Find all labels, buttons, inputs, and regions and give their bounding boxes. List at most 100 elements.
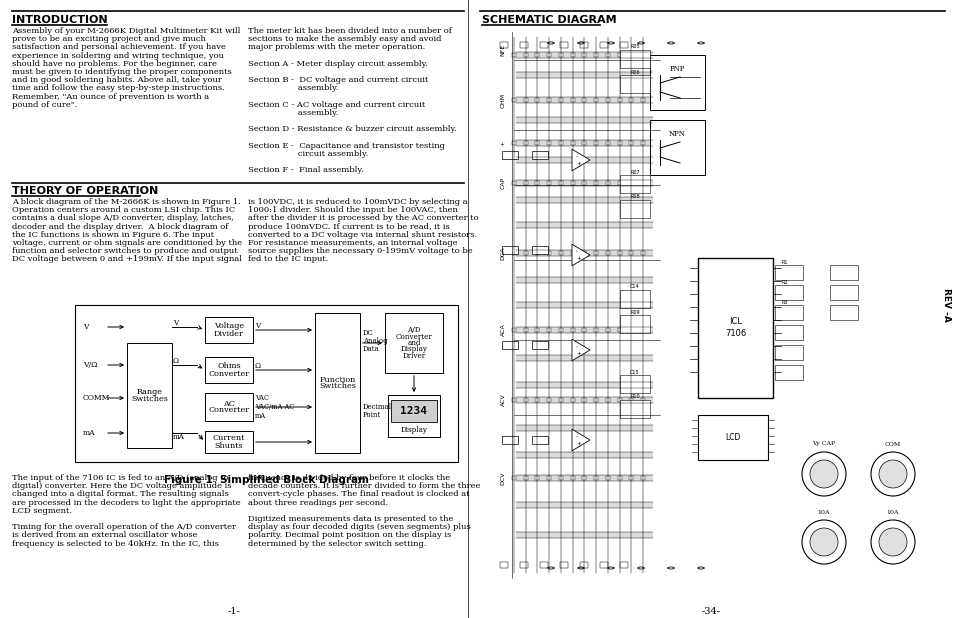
Text: COM: COM [884,441,901,446]
Bar [774,285,802,300]
Text: Digitized measurements data is presented to the: Digitized measurements data is presented… [248,515,453,523]
Bar [535,328,539,332]
Text: mA: mA [172,433,185,441]
Bar [640,476,644,480]
Bar [619,562,627,568]
Bar [499,562,507,568]
Bar [516,397,652,403]
Text: should have no problems. For the beginner, care: should have no problems. For the beginne… [12,60,216,68]
Text: after the divider it is processed by the AC converter to: after the divider it is processed by the… [248,214,478,222]
Bar [512,328,516,332]
Bar [385,313,442,373]
Text: Current: Current [213,434,245,442]
Text: +: + [576,441,580,446]
Text: Timing for the overall operation of the A/D converter: Timing for the overall operation of the … [12,523,235,531]
Bar [619,75,649,93]
Bar [579,42,587,48]
Bar [512,251,516,255]
Text: LCD: LCD [724,433,740,442]
Text: Remember, "An ounce of prevention is worth a: Remember, "An ounce of prevention is wor… [12,93,209,101]
Bar [75,305,457,462]
Text: Converter: Converter [208,370,250,378]
Bar [205,431,253,453]
Bar [605,398,609,402]
Bar [774,365,802,380]
Bar [205,393,253,421]
Bar [594,476,598,480]
Bar [532,436,547,444]
Bar [516,382,652,388]
Text: THEORY OF OPERATION: THEORY OF OPERATION [12,186,158,196]
Bar [547,251,551,255]
Bar [698,415,767,460]
Text: pound of cure".: pound of cure". [12,101,77,109]
Text: Assembly of your M-2666K Digital Multimeter Kit will: Assembly of your M-2666K Digital Multime… [12,27,240,35]
Text: R09: R09 [630,310,639,315]
Bar [547,328,551,332]
Text: Section F -  Final assembly.: Section F - Final assembly. [248,166,363,174]
Text: Function: Function [319,376,355,384]
Bar [539,42,547,48]
Text: Operation centers around a custom LSI chip. This IC: Operation centers around a custom LSI ch… [12,206,235,214]
Bar [594,398,598,402]
Text: assembly.: assembly. [248,109,338,117]
Bar [619,315,649,333]
Text: AC: AC [223,399,234,407]
Text: For resistance measurements, an internal voltage: For resistance measurements, an internal… [248,239,457,247]
Bar [499,42,507,48]
Bar [558,398,562,402]
Text: Point: Point [363,411,381,419]
Text: +: + [576,351,580,356]
Bar [516,475,652,481]
Text: determined by the selector switch setting.: determined by the selector switch settin… [248,540,426,548]
Text: Section B -  DC voltage and current circuit: Section B - DC voltage and current circu… [248,76,428,84]
Bar [516,52,652,58]
Circle shape [870,452,914,496]
Bar [558,476,562,480]
Circle shape [801,452,845,496]
Bar [570,53,574,57]
Bar [512,476,516,480]
Text: LCD segment.: LCD segment. [12,507,71,515]
Text: is 100VDC, it is reduced to 100mVDC by selecting a: is 100VDC, it is reduced to 100mVDC by s… [248,198,467,206]
Text: R3: R3 [781,300,787,305]
Text: Data: Data [363,345,379,353]
Bar [516,97,652,103]
Text: mA: mA [83,429,95,437]
Bar [516,277,652,283]
Bar [599,562,607,568]
Bar [629,98,633,102]
Bar [516,425,652,431]
Text: ACA: ACA [500,324,505,336]
Text: +: + [576,161,580,166]
Text: OHM: OHM [500,93,505,108]
Bar [516,117,652,123]
Bar [605,251,609,255]
Text: DC: DC [363,329,374,337]
Bar [388,395,439,437]
Bar [558,328,562,332]
Bar [516,222,652,228]
Bar [516,452,652,458]
Text: V: V [254,322,260,330]
Text: Display: Display [400,345,427,353]
Text: R07: R07 [630,169,639,174]
Text: V: V [83,323,89,331]
Bar [205,317,253,343]
Bar [774,265,802,280]
Text: VAC/mA AC: VAC/mA AC [254,403,294,411]
Circle shape [878,460,906,488]
Bar [618,98,621,102]
Text: DC voltage between 0 and +199mV. If the input signal: DC voltage between 0 and +199mV. If the … [12,255,242,263]
Bar [523,98,527,102]
Bar [629,476,633,480]
Text: Section A - Meter display circuit assembly.: Section A - Meter display circuit assemb… [248,60,428,68]
Bar [501,341,517,349]
Bar [582,476,586,480]
Text: Converter: Converter [208,407,250,415]
Bar [629,181,633,185]
Bar [774,325,802,340]
Bar [535,141,539,145]
Bar [559,562,567,568]
Bar [649,55,704,110]
